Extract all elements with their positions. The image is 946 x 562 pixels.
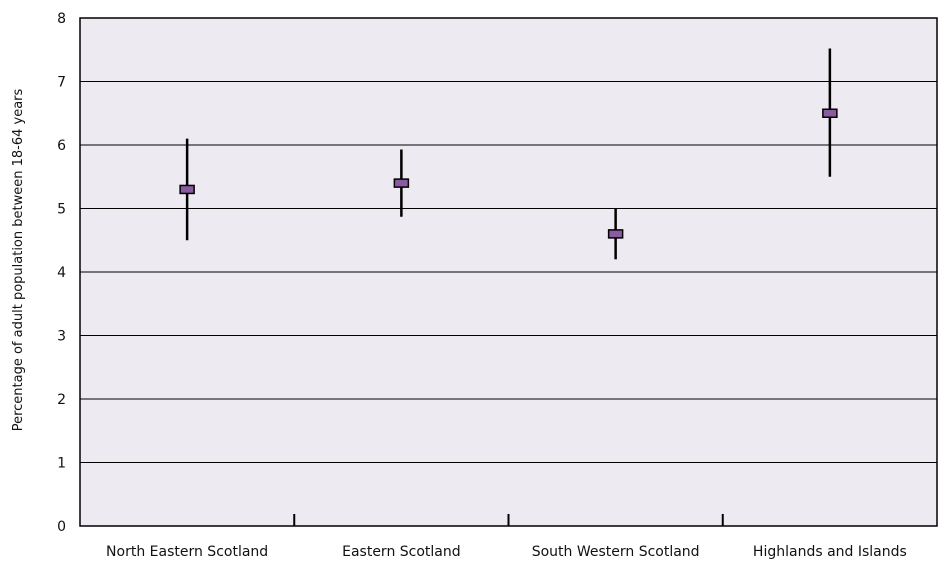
y-tick-label: 0 xyxy=(57,519,66,535)
gridlines xyxy=(80,81,937,463)
y-tick-label: 1 xyxy=(57,456,66,472)
x-axis-tick-marks xyxy=(293,514,724,526)
y-tick-label: 5 xyxy=(57,202,66,218)
data-markers xyxy=(179,108,838,239)
x-category-label: South Western Scotland xyxy=(532,544,700,560)
y-tick-label: 8 xyxy=(57,11,66,27)
data-point-marker xyxy=(607,229,624,239)
y-tick-label: 3 xyxy=(57,329,66,345)
data-point-marker xyxy=(179,184,195,195)
x-category-label: Eastern Scotland xyxy=(342,544,461,560)
x-axis-category-labels: North Eastern Scotland Eastern Scotland So… xyxy=(106,544,907,560)
data-point-marker xyxy=(822,108,838,118)
x-category-label: Highlands and Islands xyxy=(753,544,907,560)
y-tick-label: 4 xyxy=(57,265,66,281)
data-point-marker xyxy=(393,178,410,188)
y-axis-tick-labels: 0 1 2 3 4 5 6 7 8 xyxy=(57,11,66,535)
y-tick-label: 2 xyxy=(57,392,66,408)
y-axis-title: Percentage of adult population between 1… xyxy=(11,88,26,431)
y-tick-label: 6 xyxy=(57,138,66,154)
x-category-label: North Eastern Scotland xyxy=(106,544,268,560)
y-tick-label: 7 xyxy=(57,75,66,91)
